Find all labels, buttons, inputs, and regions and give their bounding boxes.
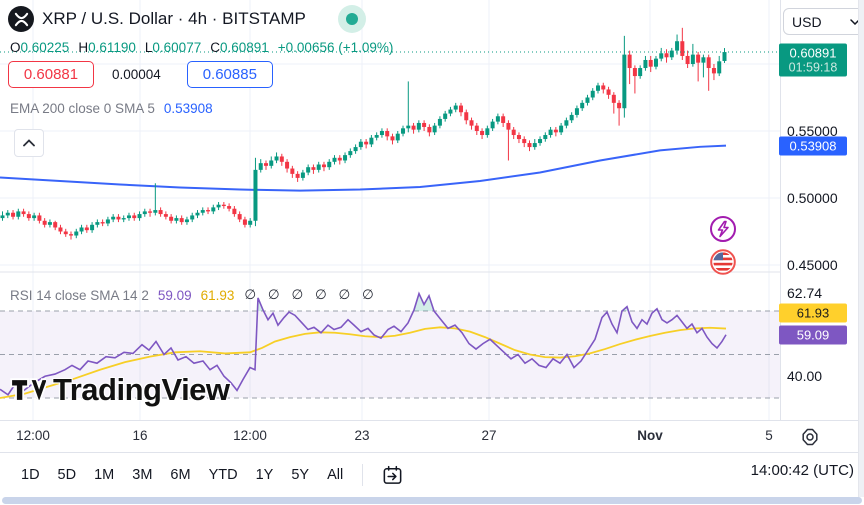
symbol-title[interactable]: XRP / U.S. Dollar · 4h · BITSTAMP	[42, 9, 306, 28]
tradingview-watermark: TradingView	[10, 372, 230, 408]
currency-value: USD	[792, 13, 822, 30]
rsi-legend-title: RSI 14 close SMA 14 2	[10, 287, 149, 303]
rsi-ma-line	[0, 326, 727, 399]
time-label: 23	[354, 428, 370, 443]
rsi-line	[0, 291, 727, 396]
ohlc-value: 0.61190	[88, 40, 136, 55]
ema-line	[0, 144, 727, 192]
price-change: +0.00656 (+1.09%)	[277, 40, 394, 55]
ohlc-value: 0.60077	[152, 40, 202, 55]
us-economic-event-flag-icon[interactable]	[710, 249, 736, 280]
bid-ask-row: 0.60881 0.00004 0.60885	[8, 61, 273, 88]
range-button-1y[interactable]: 1Y	[255, 467, 274, 483]
rsi-ma-value-label: 61.93	[779, 303, 847, 323]
currency-dropdown[interactable]: USD	[783, 8, 864, 35]
time-label: Nov	[637, 428, 663, 443]
tradingview-logo-icon	[10, 378, 46, 402]
bottom-toolbar: 1D 5D 1M 3M 6M YTD 1Y 5Y All	[0, 452, 864, 497]
rsi-ma-legend-value: 61.93	[200, 287, 235, 303]
horizontal-scrollbar[interactable]	[2, 497, 862, 504]
watermark-text: TradingView	[53, 372, 230, 407]
rsi-legend-value: 59.09	[157, 287, 192, 303]
legend-collapse-button[interactable]	[14, 129, 44, 157]
bid-price-button[interactable]: 0.60881	[8, 61, 94, 88]
time-label: 12:00	[233, 428, 267, 443]
rsi-empty-values: ∅ ∅ ∅ ∅ ∅ ∅	[244, 287, 378, 302]
xrp-logo-icon	[8, 6, 34, 32]
ohlc-letter: O	[10, 40, 21, 55]
time-scale[interactable]: 12:00 16 12:00 23 27 Nov 5	[0, 420, 864, 453]
chart-area[interactable]: XRP / U.S. Dollar · 4h · BITSTAMP O 0.602…	[0, 0, 780, 420]
ohlc-letter: C	[210, 40, 220, 55]
range-button-1m[interactable]: 1M	[94, 467, 115, 483]
time-label: 16	[132, 428, 148, 443]
window-scrollbar[interactable]	[858, 0, 864, 497]
symbol-legend[interactable]: XRP / U.S. Dollar · 4h · BITSTAMP	[8, 6, 306, 32]
ask-price-button[interactable]: 0.60885	[186, 61, 273, 88]
rsi-tick: 40.00	[787, 368, 823, 384]
last-price-label: 0.60891 01:59:18	[779, 43, 847, 77]
server-clock[interactable]: 14:00:42 (UTC)	[750, 462, 854, 479]
bar-countdown: 01:59:18	[788, 60, 838, 75]
ohlc-letter: H	[78, 40, 89, 55]
market-status-indicator[interactable]	[338, 5, 366, 33]
range-button-6m[interactable]: 6M	[170, 467, 191, 483]
range-button-5y[interactable]: 5Y	[291, 467, 310, 483]
ema-legend-title: EMA 200 close 0 SMA 5	[10, 101, 155, 116]
ema-legend-value: 0.53908	[163, 101, 213, 116]
candlestick-series	[0, 27, 727, 240]
rsi-value-label: 59.09	[779, 325, 847, 345]
chevron-down-icon	[850, 18, 860, 25]
ohlc-legend: O 0.60225 H 0.61190 L 0.60077 C 0.60891 +0.00656…	[10, 40, 393, 55]
time-label: 27	[481, 428, 497, 443]
economic-event-lightning-icon[interactable]	[709, 215, 737, 248]
time-label: 5	[765, 428, 773, 443]
ohlc-letter: L	[144, 40, 153, 55]
range-button-ytd[interactable]: YTD	[208, 467, 238, 483]
range-button-5d[interactable]: 5D	[57, 467, 77, 483]
price-tick: 0.45000	[787, 257, 838, 273]
chart-canvas[interactable]	[0, 0, 780, 420]
gear-icon[interactable]	[797, 425, 823, 449]
spread-value: 0.00004	[112, 67, 161, 82]
range-button-1d[interactable]: 1D	[21, 467, 40, 483]
price-tick: 0.50000	[787, 190, 838, 206]
time-label: 12:00	[16, 428, 50, 443]
range-button-3m[interactable]: 3M	[132, 467, 153, 483]
market-open-dot	[346, 13, 358, 25]
rsi-indicator-legend[interactable]: RSI 14 close SMA 14 2 59.09 61.93 ∅ ∅ ∅ …	[10, 287, 378, 303]
ema-price-label: 0.53908	[779, 136, 847, 156]
price-tick: 0.55000	[787, 123, 838, 139]
ohlc-value: 0.60891	[219, 40, 269, 55]
toolbar-divider	[362, 464, 364, 486]
last-price-value: 0.60891	[789, 45, 837, 61]
price-scale[interactable]: USD 0.60891 01:59:18 0.53908 0.55000 0.50…	[779, 0, 864, 420]
ema-indicator-legend[interactable]: EMA 200 close 0 SMA 5 0.53908	[10, 101, 213, 116]
range-button-all[interactable]: All	[327, 467, 344, 483]
go-to-date-icon[interactable]	[373, 462, 412, 489]
rsi-tick: 62.74	[787, 285, 823, 301]
ohlc-value: 0.60225	[20, 40, 70, 55]
